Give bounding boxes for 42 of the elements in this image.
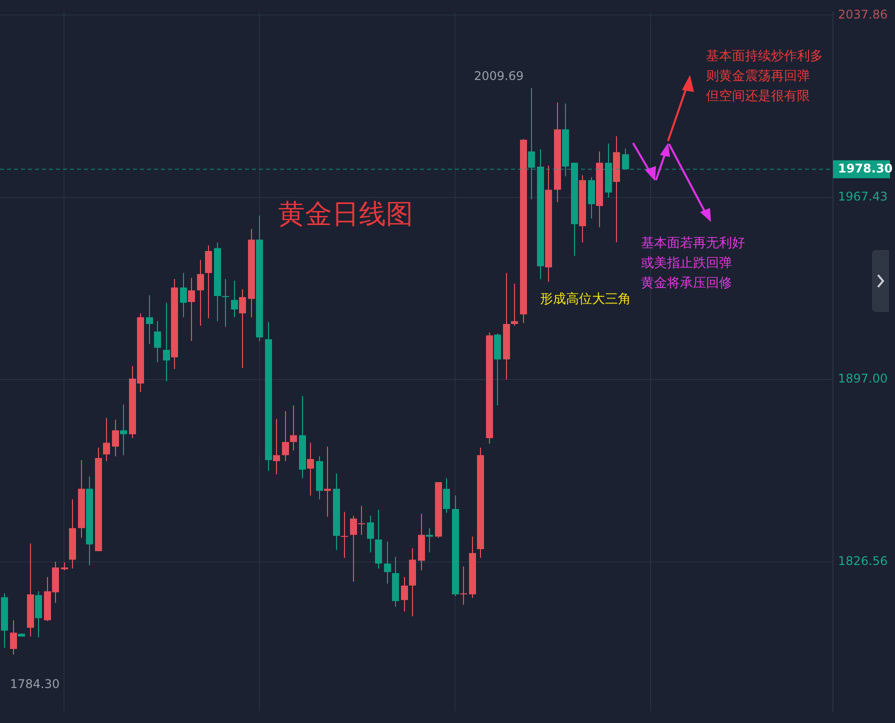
candlestick xyxy=(180,272,187,318)
candlestick xyxy=(324,446,331,518)
candlestick xyxy=(35,590,42,638)
annotation: 形成高位大三角 xyxy=(540,291,631,309)
candlestick xyxy=(231,280,238,318)
candlestick xyxy=(112,419,119,457)
ref-line-label: 1978.30 xyxy=(838,161,893,176)
annotation: 基本面持续炒作利多 xyxy=(706,48,823,66)
annotation: 2009.69 xyxy=(474,68,524,85)
candlestick xyxy=(103,417,110,462)
text: 黄金日线图 xyxy=(278,198,413,232)
candlestick xyxy=(290,404,297,452)
candlestick xyxy=(163,302,170,382)
annotation: 则黄金震荡再回弹 xyxy=(706,68,810,86)
candlestick xyxy=(197,259,204,326)
candlestick xyxy=(188,277,195,342)
candlestick xyxy=(205,244,212,319)
annotation: 或美指止跌回弹 xyxy=(641,255,732,273)
candlestick xyxy=(120,404,127,456)
y-tick-label: 1967.43 xyxy=(838,190,888,204)
annotation: 黄金将承压回修 xyxy=(641,275,732,293)
candlestick xyxy=(401,576,408,612)
annotation: 但空间还是很有限 xyxy=(706,88,810,106)
candlestick xyxy=(273,418,280,475)
candlestick xyxy=(154,320,161,363)
y-tick-label: 1826.56 xyxy=(838,554,888,568)
candlestick xyxy=(341,511,348,558)
y-tick-label: 2037.86 xyxy=(838,7,888,22)
candlestick xyxy=(222,278,229,328)
candlestick xyxy=(307,442,314,496)
candlestick xyxy=(10,620,17,656)
annotation: 基本面若再无利好 xyxy=(641,235,745,253)
candlestick xyxy=(443,478,450,514)
candlestick xyxy=(146,294,153,345)
candlestick xyxy=(511,283,518,326)
candlestick xyxy=(367,515,374,553)
candlestick xyxy=(384,541,391,584)
candlestick xyxy=(282,410,289,462)
candlestick xyxy=(460,566,467,606)
candlestick xyxy=(239,288,246,368)
annotation: 1784.30 xyxy=(10,676,60,693)
y-tick-label: 1897.00 xyxy=(838,372,888,386)
